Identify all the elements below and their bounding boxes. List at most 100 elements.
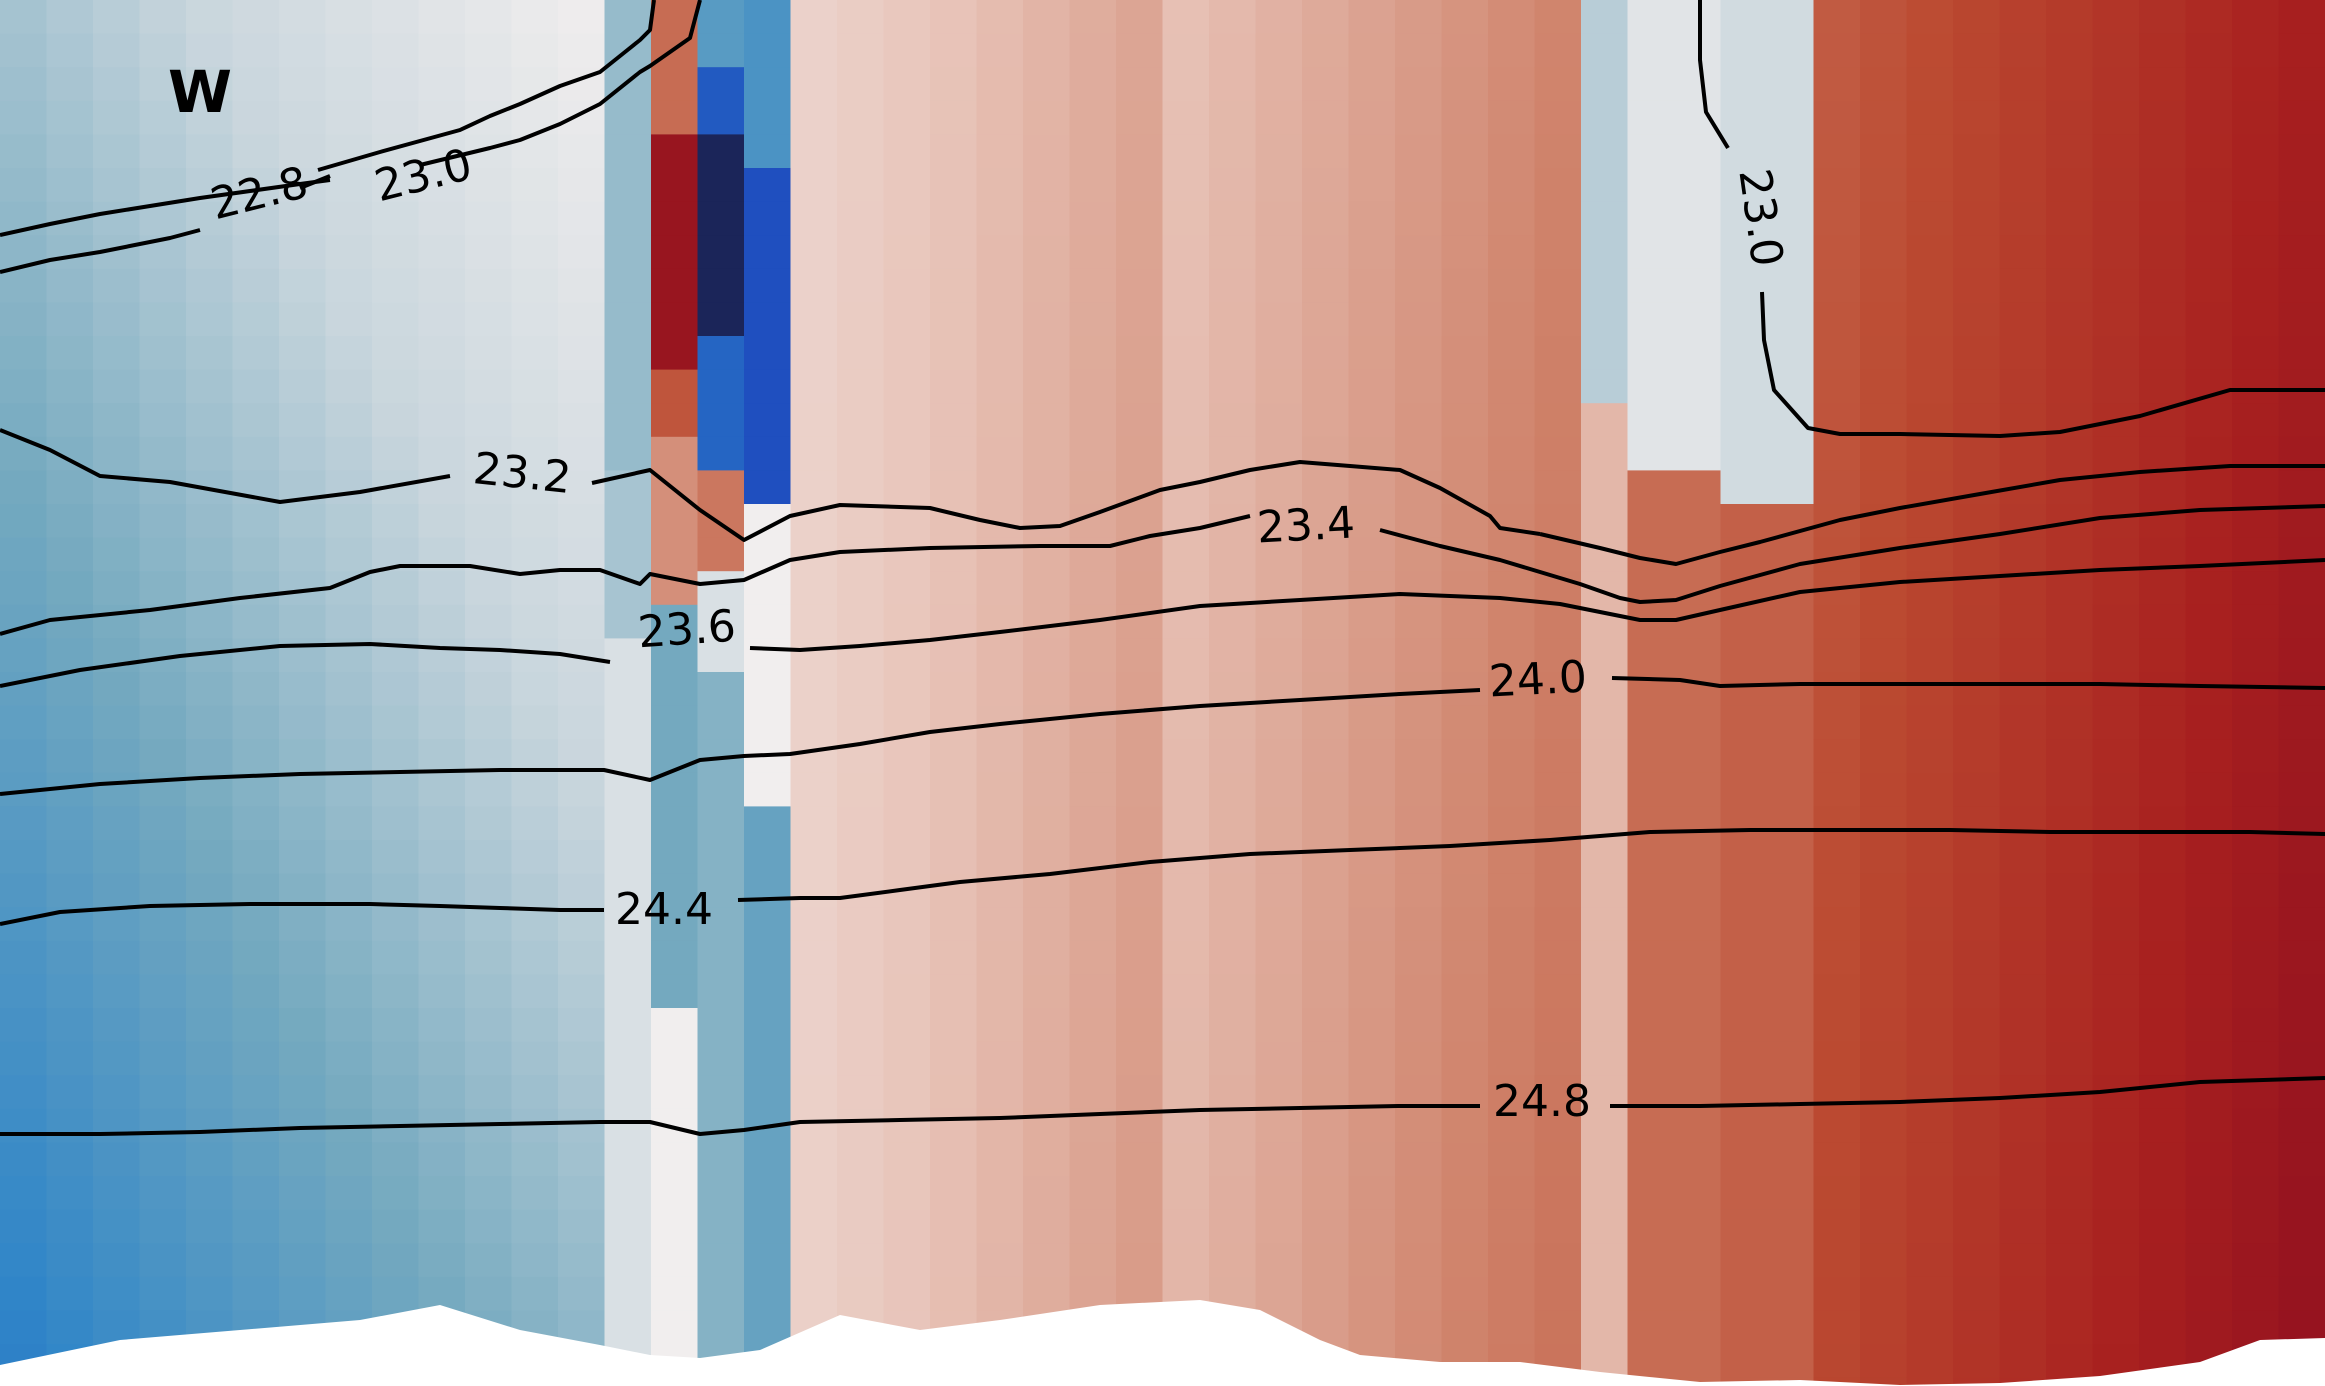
heatmap-cell bbox=[2278, 1041, 2325, 1077]
heatmap-cell bbox=[1534, 873, 1582, 909]
heatmap-cell bbox=[1395, 369, 1443, 405]
heatmap-cell bbox=[1720, 638, 1768, 673]
heatmap-cell bbox=[1488, 1041, 1536, 1077]
heatmap-cell bbox=[1999, 168, 2047, 203]
heatmap-cell bbox=[837, 268, 885, 304]
heatmap-cell bbox=[837, 1142, 885, 1177]
heatmap-cell bbox=[1441, 470, 1489, 505]
heatmap-cell bbox=[418, 806, 466, 841]
heatmap-cell bbox=[558, 369, 606, 405]
heatmap-cell bbox=[325, 604, 373, 640]
heatmap-cell bbox=[1348, 470, 1396, 505]
heatmap-cell bbox=[1674, 1243, 1722, 1278]
heatmap-cell bbox=[93, 1209, 141, 1245]
heatmap-cell bbox=[1720, 201, 1768, 237]
heatmap-cell bbox=[1441, 806, 1489, 841]
heatmap-cell bbox=[790, 369, 838, 405]
heatmap-cell bbox=[1906, 571, 1954, 606]
heatmap-cell bbox=[604, 705, 652, 741]
heatmap-cell bbox=[1999, 873, 2047, 909]
heatmap-cell bbox=[2232, 1142, 2280, 1177]
heatmap-cell bbox=[465, 336, 513, 371]
heatmap-cell bbox=[232, 168, 280, 203]
heatmap-cell bbox=[1302, 1075, 1350, 1110]
heatmap-cell bbox=[1999, 1142, 2047, 1177]
heatmap-cell bbox=[2092, 772, 2140, 808]
heatmap-cell bbox=[2278, 302, 2325, 337]
heatmap-cell bbox=[372, 907, 420, 942]
heatmap-cell bbox=[1767, 940, 1815, 976]
heatmap-cell bbox=[1069, 1142, 1117, 1177]
heatmap-cell bbox=[2185, 336, 2233, 371]
heatmap-cell bbox=[2046, 739, 2094, 774]
heatmap-cell bbox=[744, 336, 792, 371]
heatmap-cell bbox=[558, 1276, 606, 1312]
heatmap-cell bbox=[1534, 1243, 1582, 1278]
heatmap-cell bbox=[1255, 1075, 1303, 1110]
heatmap-cell bbox=[325, 974, 373, 1009]
heatmap-cell bbox=[1348, 67, 1396, 102]
heatmap-cell bbox=[744, 1142, 792, 1177]
heatmap-cell bbox=[2046, 840, 2094, 875]
heatmap-cell bbox=[697, 1243, 745, 1278]
heatmap-cell bbox=[1581, 33, 1629, 69]
heatmap-cell bbox=[1720, 1142, 1768, 1177]
heatmap-cell bbox=[790, 1041, 838, 1077]
heatmap-cell bbox=[1720, 873, 1768, 909]
heatmap-cell bbox=[1348, 873, 1396, 909]
heatmap-cell bbox=[1395, 268, 1443, 304]
heatmap-cell bbox=[511, 33, 559, 69]
heatmap-cell bbox=[1953, 840, 2001, 875]
heatmap-cell bbox=[1488, 1176, 1536, 1211]
heatmap-cell bbox=[2278, 974, 2325, 1009]
heatmap-cell bbox=[1860, 1142, 1908, 1177]
heatmap-cell bbox=[1627, 840, 1675, 875]
heatmap-cell bbox=[1767, 0, 1815, 35]
heatmap-cell bbox=[1627, 873, 1675, 909]
heatmap-cell bbox=[186, 134, 234, 169]
heatmap-cell bbox=[1395, 1276, 1443, 1312]
heatmap-cell bbox=[883, 1041, 931, 1077]
heatmap-cell bbox=[2092, 134, 2140, 169]
heatmap-cell bbox=[1999, 33, 2047, 69]
heatmap-cell bbox=[883, 1243, 931, 1278]
heatmap-cell bbox=[930, 134, 978, 169]
heatmap-cell bbox=[186, 504, 234, 539]
panel-label: W bbox=[168, 58, 232, 126]
heatmap-cell bbox=[1953, 302, 2001, 337]
heatmap-cell bbox=[744, 873, 792, 909]
heatmap-cell bbox=[46, 369, 94, 405]
heatmap-cell bbox=[0, 974, 48, 1009]
heatmap-cell bbox=[1999, 268, 2047, 304]
heatmap-cell bbox=[93, 1108, 141, 1144]
heatmap-cell bbox=[46, 504, 94, 539]
heatmap-cell bbox=[418, 1243, 466, 1278]
heatmap-cell bbox=[511, 1041, 559, 1077]
heatmap-cell bbox=[1581, 302, 1629, 337]
heatmap-cell bbox=[2185, 403, 2233, 438]
heatmap-cell bbox=[604, 100, 652, 136]
heatmap-cell bbox=[1395, 1310, 1443, 1345]
heatmap-cell bbox=[325, 369, 373, 405]
heatmap-cell bbox=[697, 1276, 745, 1312]
heatmap-cell bbox=[1813, 1008, 1861, 1043]
heatmap-cell bbox=[93, 369, 141, 405]
heatmap-cell bbox=[837, 302, 885, 337]
heatmap-cell bbox=[1441, 1108, 1489, 1144]
heatmap-cell bbox=[1813, 33, 1861, 69]
heatmap-cell bbox=[790, 235, 838, 270]
heatmap-cell bbox=[883, 33, 931, 69]
heatmap-cell bbox=[372, 1209, 420, 1245]
heatmap-cell bbox=[1441, 1176, 1489, 1211]
heatmap-cell bbox=[1999, 1276, 2047, 1312]
heatmap-cell bbox=[1255, 268, 1303, 304]
heatmap-cell bbox=[418, 1008, 466, 1043]
heatmap-cell bbox=[1069, 1176, 1117, 1211]
heatmap-cell bbox=[1627, 302, 1675, 337]
heatmap-cell bbox=[1209, 67, 1257, 102]
heatmap-cell bbox=[1767, 1310, 1815, 1345]
heatmap-cell bbox=[2232, 67, 2280, 102]
heatmap-cell bbox=[883, 571, 931, 606]
heatmap-cell bbox=[930, 1243, 978, 1278]
heatmap-cell bbox=[418, 67, 466, 102]
